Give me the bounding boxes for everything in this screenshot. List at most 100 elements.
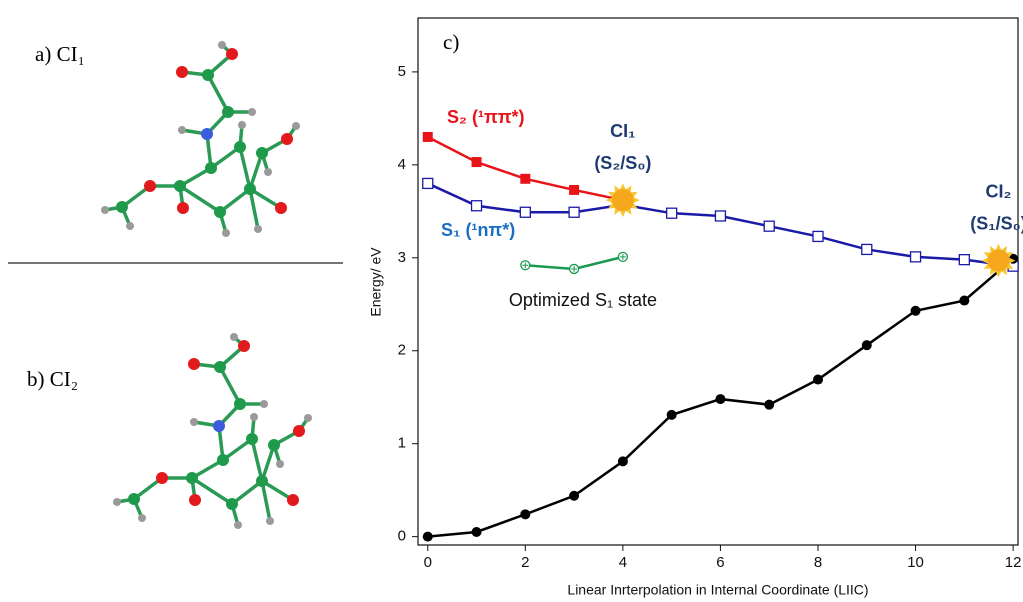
atom [202,69,214,81]
y-tick-label: 5 [398,63,406,80]
marker [472,201,482,211]
atom [238,340,250,352]
atom [144,180,156,192]
marker [423,532,433,542]
marker [764,221,774,231]
molecules [101,41,312,529]
atom [234,398,246,410]
marker [569,207,579,217]
bond [240,147,250,189]
atom [281,133,293,145]
atom [292,122,300,130]
atom [186,472,198,484]
y-tick-label: 4 [398,156,406,173]
atom [188,358,200,370]
marker [959,255,969,265]
series-line [428,183,1013,266]
plot-frame [418,18,1018,545]
ci-sublabel: (S₁/S₀) [970,213,1023,233]
atom [266,517,274,525]
marker [423,132,433,142]
atom [230,333,238,341]
marker [715,211,725,221]
atom [128,493,140,505]
y-tick-label: 2 [398,342,406,359]
ci-marker [987,250,1009,272]
marker [520,207,530,217]
atom [214,206,226,218]
atom [217,454,229,466]
marker [813,231,823,241]
bond [220,367,240,404]
marker [911,306,921,316]
y-tick-label: 0 [398,528,406,545]
atom [244,183,256,195]
atom [234,141,246,153]
y-tick-label: 3 [398,249,406,266]
marker [472,157,482,167]
atom [101,206,109,214]
marker [520,509,530,519]
panel-a-label: a) CI₁ [35,42,85,66]
page: {"panels": {"a": "a) CI₁", "b": "b) CI₂"… [0,0,1023,602]
figure: a) CI₁ b) CI₂ 024681012012345Linear Inrt… [0,0,1023,602]
atom [213,420,225,432]
atom [275,202,287,214]
marker [959,296,969,306]
atom [304,414,312,422]
x-tick-label: 8 [814,554,822,571]
x-tick-label: 0 [424,554,432,571]
atom [226,498,238,510]
atom [174,180,186,192]
bond [208,75,228,112]
x-tick-label: 4 [619,554,627,571]
marker [862,340,872,350]
atom [201,128,213,140]
atom [276,460,284,468]
atom [226,48,238,60]
marker [569,185,579,195]
atom [178,126,186,134]
x-tick-label: 10 [907,554,924,571]
marker [813,375,823,385]
atom [177,202,189,214]
atom [287,494,299,506]
ci-sublabel: (S₂/S₀) [594,153,651,173]
atom [264,168,272,176]
marker [618,456,628,466]
atom [138,514,146,522]
series-label: S₁ (¹nπ*) [441,220,515,240]
atom [234,521,242,529]
atom [176,66,188,78]
y-tick-label: 1 [398,435,406,452]
series-label: S₂ (¹ππ*) [447,107,525,127]
atom [156,472,168,484]
atom [246,433,258,445]
atom [248,108,256,116]
ci-label: CI₂ [985,181,1011,201]
atom [116,201,128,213]
y-axis-label: Energy/ eV [368,247,384,317]
atom [222,229,230,237]
x-tick-label: 12 [1005,554,1022,571]
atom [126,222,134,230]
marker [569,491,579,501]
atom [190,418,198,426]
atom [250,413,258,421]
atom [218,41,226,49]
atom [268,439,280,451]
atom [189,494,201,506]
panel-label: c) [443,30,459,54]
marker [667,208,677,218]
atom [256,147,268,159]
marker [472,527,482,537]
atom [238,121,246,129]
x-tick-label: 6 [716,554,724,571]
atom [214,361,226,373]
atom [256,475,268,487]
atom [222,106,234,118]
marker [667,410,677,420]
ci-marker [612,189,634,211]
marker [862,244,872,254]
